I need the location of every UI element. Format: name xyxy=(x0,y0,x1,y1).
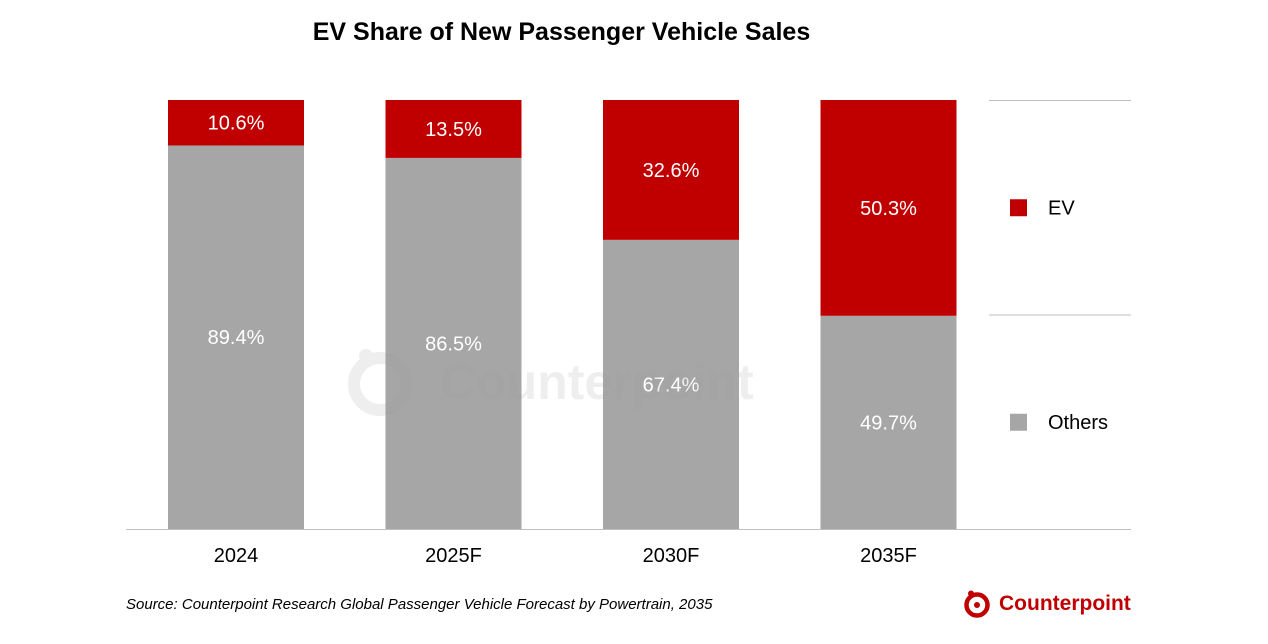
data-label: 10.6% xyxy=(208,113,265,135)
legend-label: EV xyxy=(1048,197,1075,219)
bar-segment xyxy=(603,239,739,529)
bar-segment xyxy=(820,100,957,316)
bar-segment xyxy=(168,145,304,529)
data-label: 49.7% xyxy=(860,412,917,434)
chart-title: EV Share of New Passenger Vehicle Sales xyxy=(312,18,811,46)
brand-logo: Counterpoint xyxy=(962,589,1131,619)
x-tick-label: 2025F xyxy=(425,545,482,567)
data-label: 86.5% xyxy=(425,333,482,355)
bar-segment xyxy=(603,100,739,240)
x-tick-label: 2024 xyxy=(214,545,259,567)
bar-segment xyxy=(385,100,522,158)
bar-segment xyxy=(820,315,957,529)
source-note: Source: Counterpoint Research Global Pas… xyxy=(126,596,713,613)
legend-swatch xyxy=(1010,413,1027,431)
legend-swatch xyxy=(1010,199,1027,217)
data-label: 32.6% xyxy=(643,160,700,182)
x-tick-label: 2035F xyxy=(860,545,917,567)
bar-segment xyxy=(385,157,522,530)
bar-segment xyxy=(168,100,304,146)
legend-label: Others xyxy=(1048,412,1108,434)
data-label: 67.4% xyxy=(643,374,700,396)
x-tick-label: 2030F xyxy=(643,545,700,567)
data-label: 50.3% xyxy=(860,198,917,220)
brand-logo-icon xyxy=(964,590,990,618)
brand-name: Counterpoint xyxy=(999,592,1131,615)
data-label: 89.4% xyxy=(208,327,265,349)
data-label: 13.5% xyxy=(425,119,482,141)
